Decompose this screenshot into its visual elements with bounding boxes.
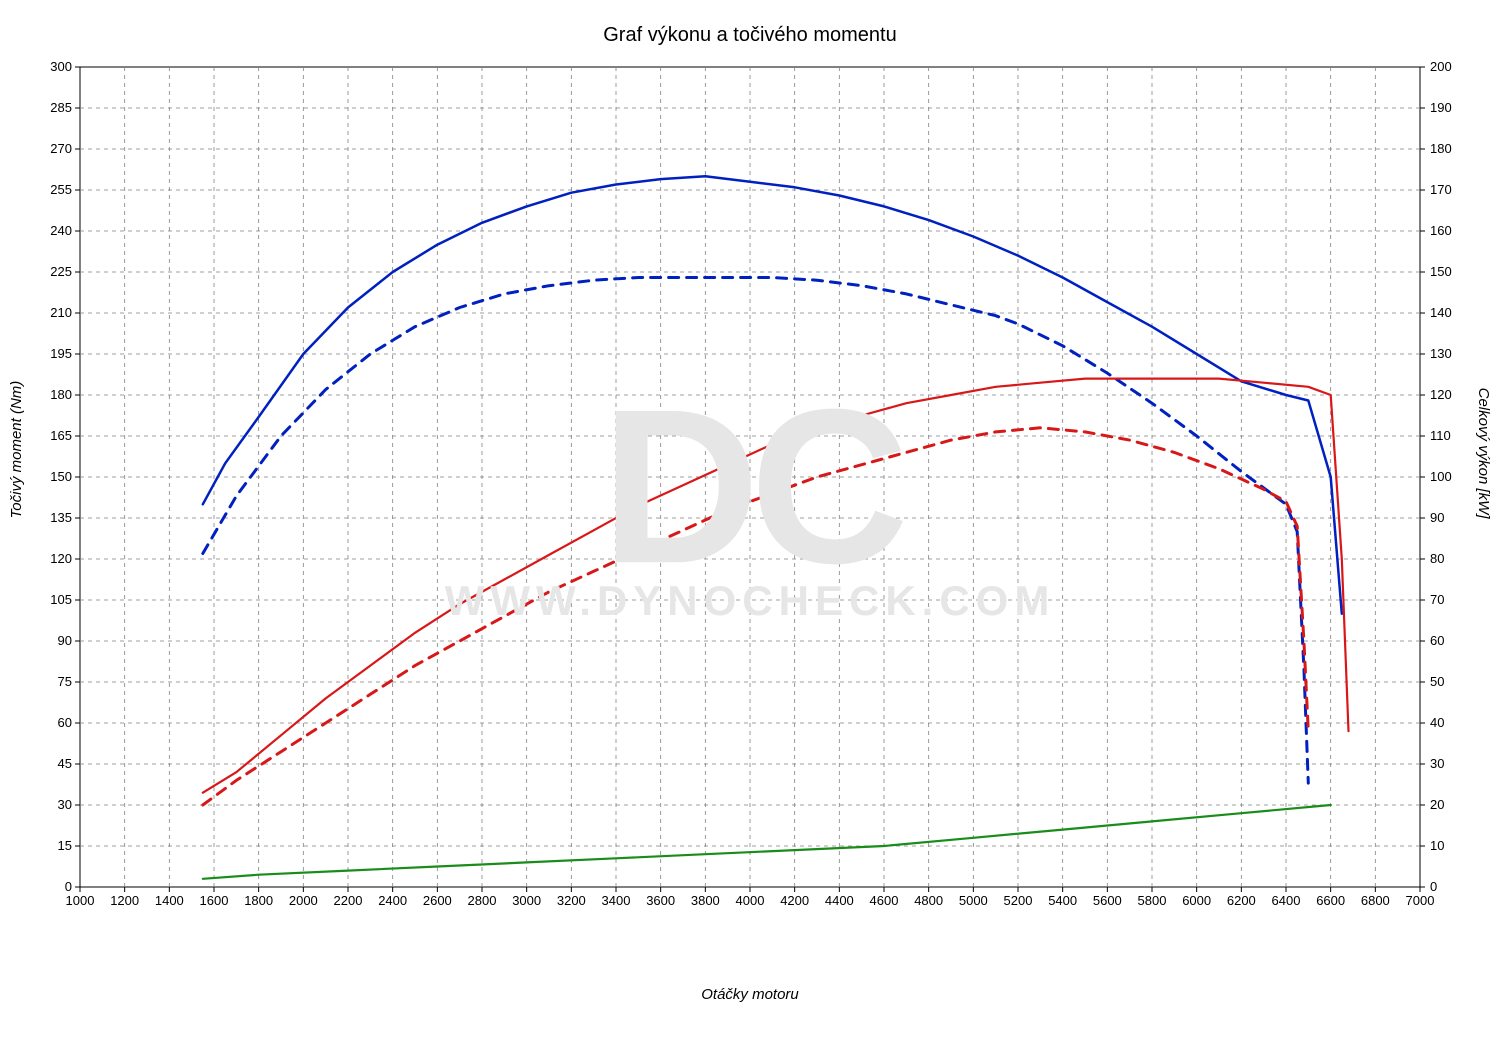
- svg-text:45: 45: [58, 756, 72, 771]
- svg-text:1800: 1800: [244, 893, 273, 908]
- svg-text:2200: 2200: [334, 893, 363, 908]
- svg-text:190: 190: [1430, 100, 1452, 115]
- svg-text:30: 30: [58, 797, 72, 812]
- svg-text:0: 0: [65, 879, 72, 894]
- svg-text:3600: 3600: [646, 893, 675, 908]
- svg-text:120: 120: [50, 551, 72, 566]
- svg-text:195: 195: [50, 346, 72, 361]
- svg-text:300: 300: [50, 59, 72, 74]
- svg-text:4800: 4800: [914, 893, 943, 908]
- svg-text:1600: 1600: [200, 893, 229, 908]
- svg-text:1400: 1400: [155, 893, 184, 908]
- svg-text:180: 180: [1430, 141, 1452, 156]
- svg-text:15: 15: [58, 838, 72, 853]
- svg-text:5000: 5000: [959, 893, 988, 908]
- svg-text:4400: 4400: [825, 893, 854, 908]
- svg-text:2800: 2800: [468, 893, 497, 908]
- svg-text:270: 270: [50, 141, 72, 156]
- svg-text:3800: 3800: [691, 893, 720, 908]
- svg-text:200: 200: [1430, 59, 1452, 74]
- svg-text:240: 240: [50, 223, 72, 238]
- svg-text:7000: 7000: [1406, 893, 1435, 908]
- svg-text:2400: 2400: [378, 893, 407, 908]
- svg-text:285: 285: [50, 100, 72, 115]
- svg-text:75: 75: [58, 674, 72, 689]
- svg-text:130: 130: [1430, 346, 1452, 361]
- svg-text:170: 170: [1430, 182, 1452, 197]
- svg-text:6600: 6600: [1316, 893, 1345, 908]
- svg-text:105: 105: [50, 592, 72, 607]
- svg-text:150: 150: [50, 469, 72, 484]
- svg-text:2600: 2600: [423, 893, 452, 908]
- svg-text:120: 120: [1430, 387, 1452, 402]
- svg-text:1000: 1000: [66, 893, 95, 908]
- svg-text:5200: 5200: [1004, 893, 1033, 908]
- svg-text:80: 80: [1430, 551, 1444, 566]
- svg-text:3200: 3200: [557, 893, 586, 908]
- svg-text:0: 0: [1430, 879, 1437, 894]
- svg-text:3000: 3000: [512, 893, 541, 908]
- plot-area: DC WWW.DYNOCHECK.COM 1000120014001600180…: [0, 47, 1500, 1007]
- svg-text:165: 165: [50, 428, 72, 443]
- svg-text:180: 180: [50, 387, 72, 402]
- svg-text:70: 70: [1430, 592, 1444, 607]
- svg-text:60: 60: [58, 715, 72, 730]
- svg-text:5600: 5600: [1093, 893, 1122, 908]
- svg-text:6000: 6000: [1182, 893, 1211, 908]
- svg-text:4600: 4600: [870, 893, 899, 908]
- chart-svg: 1000120014001600180020002200240026002800…: [0, 47, 1500, 967]
- y-left-axis-label: Točivý moment (Nm): [8, 381, 25, 519]
- svg-text:6400: 6400: [1272, 893, 1301, 908]
- chart-title: Graf výkonu a točivého momentu: [0, 0, 1500, 47]
- svg-text:90: 90: [58, 633, 72, 648]
- svg-text:5800: 5800: [1138, 893, 1167, 908]
- svg-text:40: 40: [1430, 715, 1444, 730]
- svg-text:210: 210: [50, 305, 72, 320]
- svg-text:3400: 3400: [602, 893, 631, 908]
- svg-text:20: 20: [1430, 797, 1444, 812]
- svg-text:4200: 4200: [780, 893, 809, 908]
- svg-text:6200: 6200: [1227, 893, 1256, 908]
- svg-text:150: 150: [1430, 264, 1452, 279]
- svg-text:135: 135: [50, 510, 72, 525]
- svg-text:225: 225: [50, 264, 72, 279]
- svg-text:160: 160: [1430, 223, 1452, 238]
- svg-text:5400: 5400: [1048, 893, 1077, 908]
- svg-text:2000: 2000: [289, 893, 318, 908]
- svg-text:50: 50: [1430, 674, 1444, 689]
- svg-text:6800: 6800: [1361, 893, 1390, 908]
- svg-text:10: 10: [1430, 838, 1444, 853]
- svg-text:100: 100: [1430, 469, 1452, 484]
- svg-text:4000: 4000: [736, 893, 765, 908]
- svg-text:110: 110: [1430, 428, 1451, 443]
- svg-text:255: 255: [50, 182, 72, 197]
- y-right-axis-label: Celkový výkon [kW]: [1475, 388, 1492, 519]
- svg-text:60: 60: [1430, 633, 1444, 648]
- svg-text:140: 140: [1430, 305, 1452, 320]
- svg-text:1200: 1200: [110, 893, 139, 908]
- x-axis-label: Otáčky motoru: [701, 986, 799, 1003]
- svg-text:90: 90: [1430, 510, 1444, 525]
- svg-text:30: 30: [1430, 756, 1444, 771]
